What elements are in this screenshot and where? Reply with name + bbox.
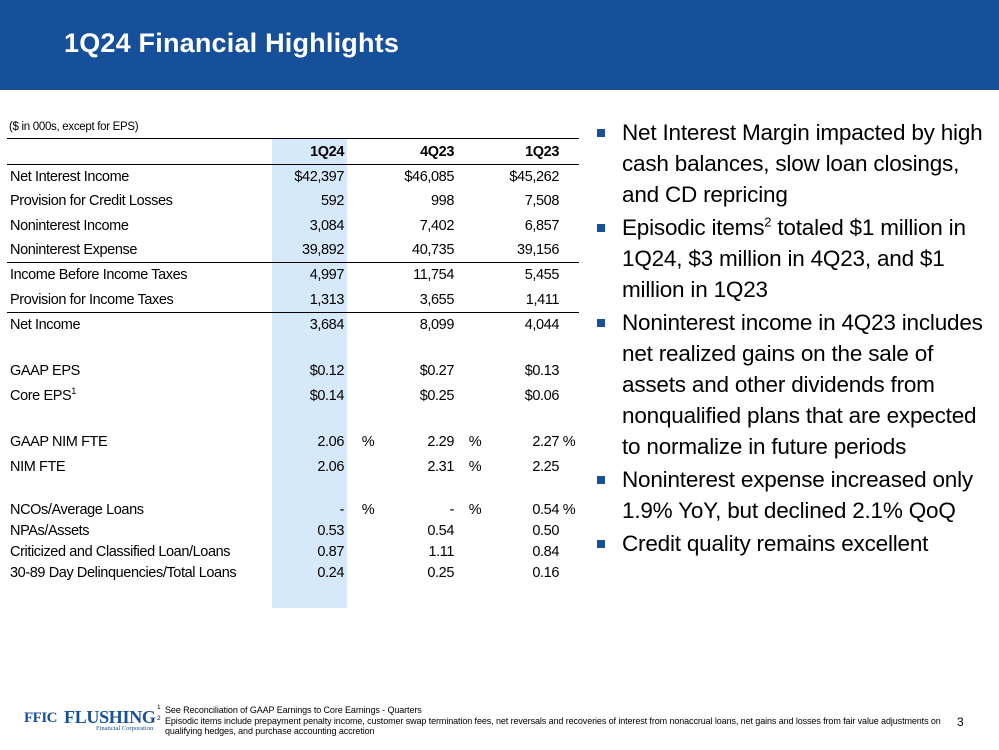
table-header-row: 1Q24 4Q23 1Q23	[7, 138, 579, 165]
table-row-provision-income-taxes: Provision for Income Taxes 1,313 3,655 1…	[10, 291, 559, 308]
slide-title: 1Q24 Financial Highlights	[64, 28, 400, 58]
list-item: Net Interest Margin impacted by high cas…	[594, 117, 986, 210]
square-bullet-icon	[597, 540, 605, 548]
footnote-2: 2 Episodic items include prepayment pena…	[157, 714, 941, 737]
table-row-noninterest-income: Noninterest Income 3,084 7,402 6,857	[10, 217, 559, 234]
list-item: Episodic items2 totaled $1 million in 1Q…	[594, 212, 986, 305]
square-bullet-icon	[597, 129, 605, 137]
table-row-ncos: NCOs/Average Loans - % - % 0.54 %	[10, 501, 576, 518]
units-note: ($ in 000s, except for EPS)	[9, 121, 139, 133]
footnotes: 1 See Reconciliation of GAAP Earnings to…	[157, 704, 947, 737]
financial-table: 1Q24 4Q23 1Q23 Net Interest Income $42,3…	[7, 138, 579, 583]
table-spacer	[7, 337, 579, 359]
table-spacer	[7, 479, 579, 499]
table-row-provision-credit-losses: Provision for Credit Losses 592 998 7,50…	[10, 193, 559, 210]
table-row-noninterest-expense: Noninterest Expense 39,892 40,735 39,156	[10, 242, 559, 259]
list-item: Credit quality remains excellent	[594, 528, 986, 559]
table-row-gaap-eps: GAAP EPS $0.12 $0.27 $0.13	[10, 362, 559, 379]
table-row-criticized-loans: Criticized and Classified Loan/Loans 0.8…	[10, 543, 559, 560]
square-bullet-icon	[597, 476, 605, 484]
table-row-delinquencies: 30-89 Day Delinquencies/Total Loans 0.24…	[10, 564, 559, 581]
table-spacer	[7, 408, 579, 430]
table-row-gaap-nim: GAAP NIM FTE 2.06 % 2.29 % 2.27 %	[10, 434, 576, 451]
company-logo: FFIC FLUSHING Financial Corporation	[24, 707, 156, 732]
list-item: Noninterest income in 4Q23 includes net …	[594, 307, 986, 462]
page-number: 3	[957, 715, 964, 729]
table-row-net-interest-income: Net Interest Income $42,397 $46,085 $45,…	[7, 164, 579, 190]
table-row-npas: NPAs/Assets 0.53 0.54 0.50	[10, 522, 559, 539]
table-row-net-income: Net Income 3,684 8,099 4,044	[7, 311, 579, 337]
header-4q23: 4Q23	[420, 143, 454, 160]
highlights-list: Net Interest Margin impacted by high cas…	[594, 117, 986, 561]
current-quarter-highlight	[272, 138, 347, 608]
header-1q24: 1Q24	[310, 143, 344, 160]
list-item: Noninterest expense increased only 1.9% …	[594, 464, 986, 526]
square-bullet-icon	[597, 224, 605, 232]
table-row-income-before-taxes: Income Before Income Taxes 4,997 11,754 …	[7, 262, 579, 288]
square-bullet-icon	[597, 319, 605, 327]
title-bar: 1Q24 Financial Highlights	[0, 0, 999, 90]
table-row-core-eps: Core EPS1 $0.14 $0.25 $0.06	[10, 385, 559, 404]
table-row-nim: NIM FTE 2.06 2.31 % 2.25	[10, 458, 559, 475]
footnote-1: 1 See Reconciliation of GAAP Earnings to…	[157, 704, 422, 715]
header-1q23: 1Q23	[525, 143, 559, 160]
